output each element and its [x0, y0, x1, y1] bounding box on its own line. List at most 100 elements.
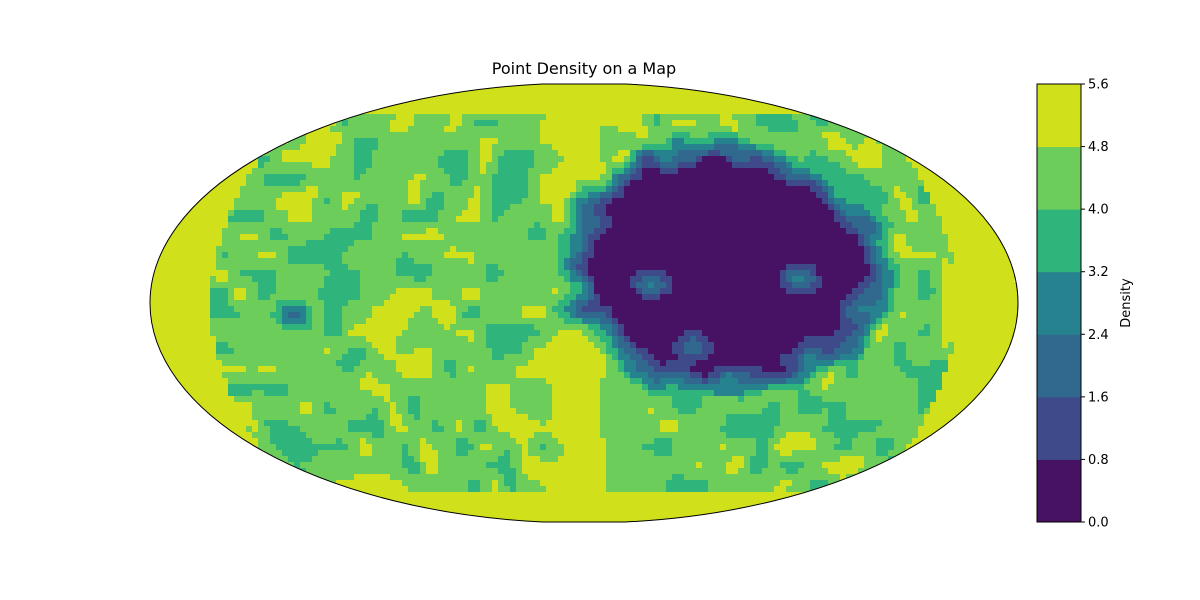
density-cell: [630, 252, 637, 259]
density-cell: [276, 216, 283, 223]
density-cell: [882, 222, 889, 229]
density-cell: [192, 186, 199, 193]
density-cell: [918, 276, 925, 283]
density-cell: [438, 108, 445, 115]
density-cell: [234, 222, 241, 229]
density-cell: [648, 90, 655, 97]
density-cell: [762, 270, 769, 277]
density-cell: [630, 168, 637, 175]
density-cell: [384, 258, 391, 265]
density-cell: [336, 228, 343, 235]
density-cell: [888, 216, 895, 223]
density-cell: [234, 120, 241, 127]
density-cell: [300, 198, 307, 205]
density-cell: [870, 294, 877, 301]
density-cell: [900, 102, 907, 109]
density-cell: [498, 246, 505, 253]
density-cell: [360, 138, 367, 145]
density-cell: [558, 102, 565, 109]
density-cell: [252, 150, 259, 157]
density-cell: [528, 282, 535, 289]
density-cell: [546, 180, 553, 187]
density-cell: [756, 108, 763, 115]
density-cell: [180, 294, 187, 301]
density-cell: [624, 210, 631, 217]
density-cell: [594, 156, 601, 163]
density-cell: [708, 126, 715, 133]
density-cell: [792, 246, 799, 253]
density-cell: [480, 258, 487, 265]
density-cell: [510, 144, 517, 151]
density-cell: [510, 156, 517, 163]
density-cell: [642, 222, 649, 229]
density-cell: [588, 84, 595, 91]
density-cell: [336, 132, 343, 139]
density-cell: [312, 270, 319, 277]
density-cell: [372, 192, 379, 199]
density-cell: [888, 132, 895, 139]
density-cell: [570, 126, 577, 133]
density-cell: [276, 258, 283, 265]
density-cell: [756, 234, 763, 241]
density-cell: [522, 288, 529, 295]
density-cell: [846, 108, 853, 115]
density-cell: [726, 240, 733, 247]
density-cell: [732, 288, 739, 295]
density-cell: [258, 186, 265, 193]
density-cell: [702, 294, 709, 301]
density-cell: [528, 288, 535, 295]
density-cell: [696, 222, 703, 229]
density-cell: [822, 270, 829, 277]
density-cell: [384, 132, 391, 139]
density-cell: [996, 300, 1003, 307]
density-cell: [768, 186, 775, 193]
density-cell: [576, 258, 583, 265]
density-cell: [906, 270, 913, 277]
density-cell: [588, 288, 595, 295]
density-cell: [978, 288, 985, 295]
density-cell: [858, 228, 865, 235]
density-cell: [684, 114, 691, 121]
density-cell: [582, 186, 589, 193]
density-cell: [504, 276, 511, 283]
density-cell: [876, 246, 883, 253]
density-cell: [366, 276, 373, 283]
density-cell: [222, 180, 229, 187]
density-cell: [636, 114, 643, 121]
density-cell: [528, 174, 535, 181]
density-cell: [822, 294, 829, 301]
density-cell: [660, 114, 667, 121]
density-cell: [228, 138, 235, 145]
density-cell: [546, 300, 553, 307]
density-cell: [468, 306, 475, 313]
density-cell: [174, 210, 181, 217]
density-cell: [192, 270, 199, 277]
density-cell: [588, 252, 595, 259]
density-cell: [936, 222, 943, 229]
density-cell: [696, 168, 703, 175]
density-cell: [258, 252, 265, 259]
density-cell: [750, 138, 757, 145]
density-cell: [462, 222, 469, 229]
density-cell: [630, 222, 637, 229]
density-cell: [378, 222, 385, 229]
density-cell: [726, 126, 733, 133]
density-cell: [558, 282, 565, 289]
density-cell: [570, 210, 577, 217]
density-cell: [834, 108, 841, 115]
density-cell: [714, 180, 721, 187]
density-cell: [444, 84, 451, 91]
density-cell: [828, 114, 835, 121]
density-cell: [930, 132, 937, 139]
density-cell: [654, 84, 661, 91]
density-cell: [498, 108, 505, 115]
density-cell: [342, 132, 349, 139]
density-cell: [654, 300, 661, 307]
density-cell: [540, 144, 547, 151]
density-cell: [966, 264, 973, 271]
density-cell: [924, 204, 931, 211]
density-cell: [216, 222, 223, 229]
density-cell: [234, 162, 241, 169]
density-cell: [750, 270, 757, 277]
density-cell: [918, 252, 925, 259]
